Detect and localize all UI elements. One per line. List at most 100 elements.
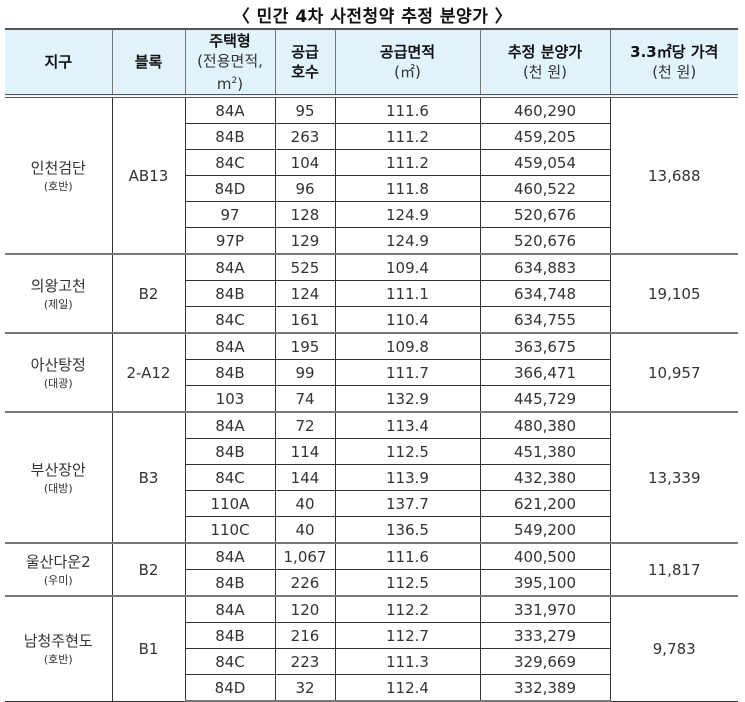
housing-type-cell: 84B (185, 280, 276, 307)
district-name: 남청주현도 (23, 632, 93, 651)
table-row: 아산탕정 (대광) 2-A12 84A 195 109.8 363,675 10,957 (5, 332, 738, 413)
supply-area-cell: 132.9 (334, 385, 481, 413)
district-name: 의왕고천 (30, 277, 86, 295)
est-price-cell: 634,755 (479, 306, 610, 334)
est-price-cell: 480,380 (479, 411, 611, 439)
header-block: 블록 (111, 28, 186, 98)
est-price-cell: 634,883 (479, 253, 611, 281)
housing-type-cell: 84C (185, 149, 276, 176)
est-price-cell: 460,522 (479, 175, 610, 202)
header-est-price: 추정 분양가 (천 원) (479, 28, 611, 98)
housing-type-cell: 84D (185, 674, 276, 702)
est-price-cell: 459,205 (479, 123, 610, 150)
builder-name: (제일) (43, 298, 73, 311)
supply-units-cell: 32 (274, 674, 336, 702)
table-row: 110A 40 137.7 621,200 (5, 490, 738, 517)
supply-area-cell: 112.7 (334, 622, 481, 649)
builder-name: (호반) (43, 653, 73, 667)
table-row: 97P 129 124.9 520,676 (5, 227, 738, 255)
table-row: 울산다운2 (우미) B2 84A 1,067 111.6 400,500 11,817 (5, 542, 738, 597)
est-price-cell: 332,389 (479, 674, 610, 702)
header-housing-type: 주택형 (전용면적, m2) (184, 28, 276, 98)
est-price-cell: 432,380 (479, 464, 610, 491)
district-name: 울산다운2 (25, 553, 91, 571)
housing-type-cell: 84D (185, 175, 276, 202)
supply-area-cell: 111.1 (334, 280, 481, 307)
table-row: 84B 226 112.5 395,100 (5, 569, 738, 597)
housing-type-cell: 103 (185, 385, 276, 413)
block-cell: AB13 (111, 95, 186, 255)
supply-area-cell: 112.4 (334, 674, 481, 702)
supply-units-cell: 226 (274, 569, 336, 597)
supply-units-cell: 124 (274, 280, 336, 307)
housing-type-cell: 110C (185, 516, 276, 544)
price-per-33-cell: 19,105 (609, 253, 738, 334)
supply-units-cell: 72 (274, 411, 336, 439)
supply-area-cell: 112.5 (334, 438, 481, 465)
housing-type-cell: 97P (185, 227, 276, 255)
supply-area-cell: 136.5 (334, 516, 481, 544)
supply-area-cell: 111.8 (334, 175, 481, 202)
price-per-33-cell: 13,688 (609, 95, 738, 255)
supply-units-cell: 120 (274, 595, 336, 623)
price-per-33-cell: 9,783 (609, 595, 738, 702)
housing-type-cell: 84C (185, 306, 276, 334)
supply-area-cell: 124.9 (334, 201, 481, 228)
district-name: 인천검단 (30, 159, 86, 177)
builder-name: (우미) (43, 574, 73, 587)
housing-type-cell: 84A (184, 542, 276, 570)
supply-area-cell: 137.7 (334, 490, 481, 517)
district-cell: 아산탕정 (대광) (5, 332, 113, 413)
block-cell: 2-A12 (111, 332, 186, 413)
table-title: 〈 민간 4차 사전청약 추정 분양가 〉 (232, 7, 513, 27)
table-row: 인천검단 (호반) AB13 84A 95 111.6 460,290 13,688 (5, 95, 738, 255)
supply-units-cell: 40 (274, 490, 336, 517)
housing-type-cell: 84A (184, 332, 276, 360)
supply-units-cell: 216 (274, 622, 336, 649)
supply-units-cell: 99 (274, 359, 336, 386)
supply-area-cell: 111.6 (334, 95, 481, 124)
header-supply-area: 공급면적 (㎡) (334, 28, 481, 98)
supply-units-cell: 95 (274, 95, 336, 124)
supply-area-cell: 111.2 (334, 149, 481, 176)
housing-type-cell: 84B (185, 622, 276, 649)
est-price-cell: 363,675 (479, 332, 611, 360)
supply-units-cell: 40 (274, 516, 336, 544)
supply-units-cell: 1,067 (274, 542, 336, 570)
table-row: 84C 104 111.2 459,054 (5, 149, 738, 176)
block-cell: B3 (111, 411, 186, 544)
header-district: 지구 (5, 28, 113, 98)
est-price-cell: 331,970 (479, 595, 611, 623)
district-cell: 남청주현도 (호반) (5, 595, 113, 702)
supply-area-cell: 111.6 (334, 542, 481, 570)
header-price-per-33: 3.3㎡당 가격 (천 원) (609, 28, 738, 98)
presale-price-table: 지구 블록 주택형 (전용면적, m2) 공급 호수 공급면적 (㎡) 추정 분양가… (5, 28, 738, 702)
supply-units-cell: 104 (274, 149, 336, 176)
price-per-33-cell: 10,957 (609, 332, 738, 413)
district-cell: 울산다운2 (우미) (5, 542, 113, 597)
table-row: 84C 223 111.3 329,669 (5, 648, 738, 675)
supply-units-cell: 223 (274, 648, 336, 675)
block-cell: B2 (111, 542, 186, 597)
est-price-cell: 366,471 (479, 359, 610, 386)
builder-name: (대방) (43, 482, 73, 495)
est-price-cell: 621,200 (479, 490, 610, 517)
district-cell: 의왕고천 (제일) (5, 253, 113, 334)
district-name: 아산탕정 (30, 356, 86, 374)
table-row: 의왕고천 (제일) B2 84A 525 109.4 634,883 19,105 (5, 253, 738, 334)
supply-units-cell: 74 (274, 385, 336, 413)
est-price-cell: 400,500 (479, 542, 611, 570)
est-price-cell: 459,054 (479, 149, 610, 176)
supply-area-cell: 112.2 (334, 595, 481, 623)
supply-area-cell: 111.2 (334, 123, 481, 150)
housing-type-cell: 97 (185, 201, 276, 228)
est-price-cell: 549,200 (479, 516, 610, 544)
supply-area-cell: 113.4 (334, 411, 481, 439)
table-row: 남청주현도 (호반) B1 84A 120 112.2 331,970 9,783 (5, 595, 738, 702)
est-price-cell: 520,676 (479, 227, 610, 255)
price-per-33-cell: 11,817 (609, 542, 738, 597)
supply-area-cell: 111.3 (334, 648, 481, 675)
table-row: 84B 216 112.7 333,279 (5, 622, 738, 649)
supply-units-cell: 96 (274, 175, 336, 202)
supply-area-cell: 110.4 (334, 306, 481, 334)
